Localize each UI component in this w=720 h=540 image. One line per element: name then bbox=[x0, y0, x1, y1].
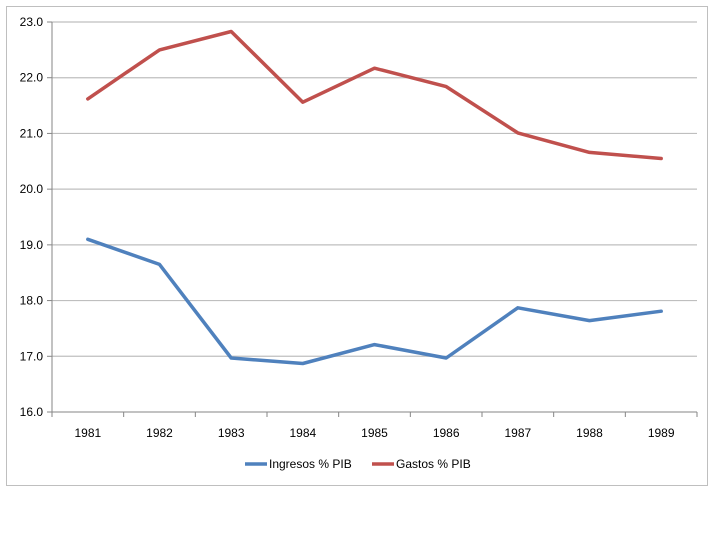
series-line-ingresos bbox=[86, 237, 663, 366]
y-tick-label: 23.0 bbox=[20, 15, 44, 29]
y-tick-label: 17.0 bbox=[20, 349, 44, 363]
x-tick-label: 1987 bbox=[504, 426, 531, 440]
y-tick-label: 21.0 bbox=[20, 126, 44, 140]
legend-label: Ingresos % PIB bbox=[269, 457, 352, 471]
y-tick-label: 18.0 bbox=[20, 294, 44, 308]
axes bbox=[47, 21, 698, 417]
legend-label: Gastos % PIB bbox=[396, 457, 471, 471]
y-tick-label: 19.0 bbox=[20, 238, 44, 252]
x-tick-labels: 1981 1982 1983 1984 1985 1986 1987 1988 1989 bbox=[74, 426, 674, 440]
legend: Ingresos % PIB Gastos % PIB bbox=[245, 457, 471, 471]
gridlines bbox=[52, 21, 697, 357]
x-tick-label: 1984 bbox=[289, 426, 316, 440]
series-lines bbox=[86, 29, 663, 366]
y-tick-label: 20.0 bbox=[20, 182, 44, 196]
y-tick-label: 22.0 bbox=[20, 71, 44, 85]
x-tick-label: 1988 bbox=[576, 426, 603, 440]
x-tick-label: 1986 bbox=[433, 426, 460, 440]
y-tick-labels: 16.0 17.0 18.0 19.0 20.0 21.0 22.0 23.0 bbox=[20, 15, 44, 419]
x-tick-label: 1985 bbox=[361, 426, 388, 440]
chart-frame bbox=[6, 6, 708, 486]
y-tick-label: 16.0 bbox=[20, 405, 44, 419]
x-tick-label: 1989 bbox=[648, 426, 675, 440]
series-line-gastos bbox=[86, 29, 663, 161]
x-tick-label: 1981 bbox=[74, 426, 101, 440]
x-tick-label: 1982 bbox=[146, 426, 173, 440]
x-tick-label: 1983 bbox=[218, 426, 245, 440]
